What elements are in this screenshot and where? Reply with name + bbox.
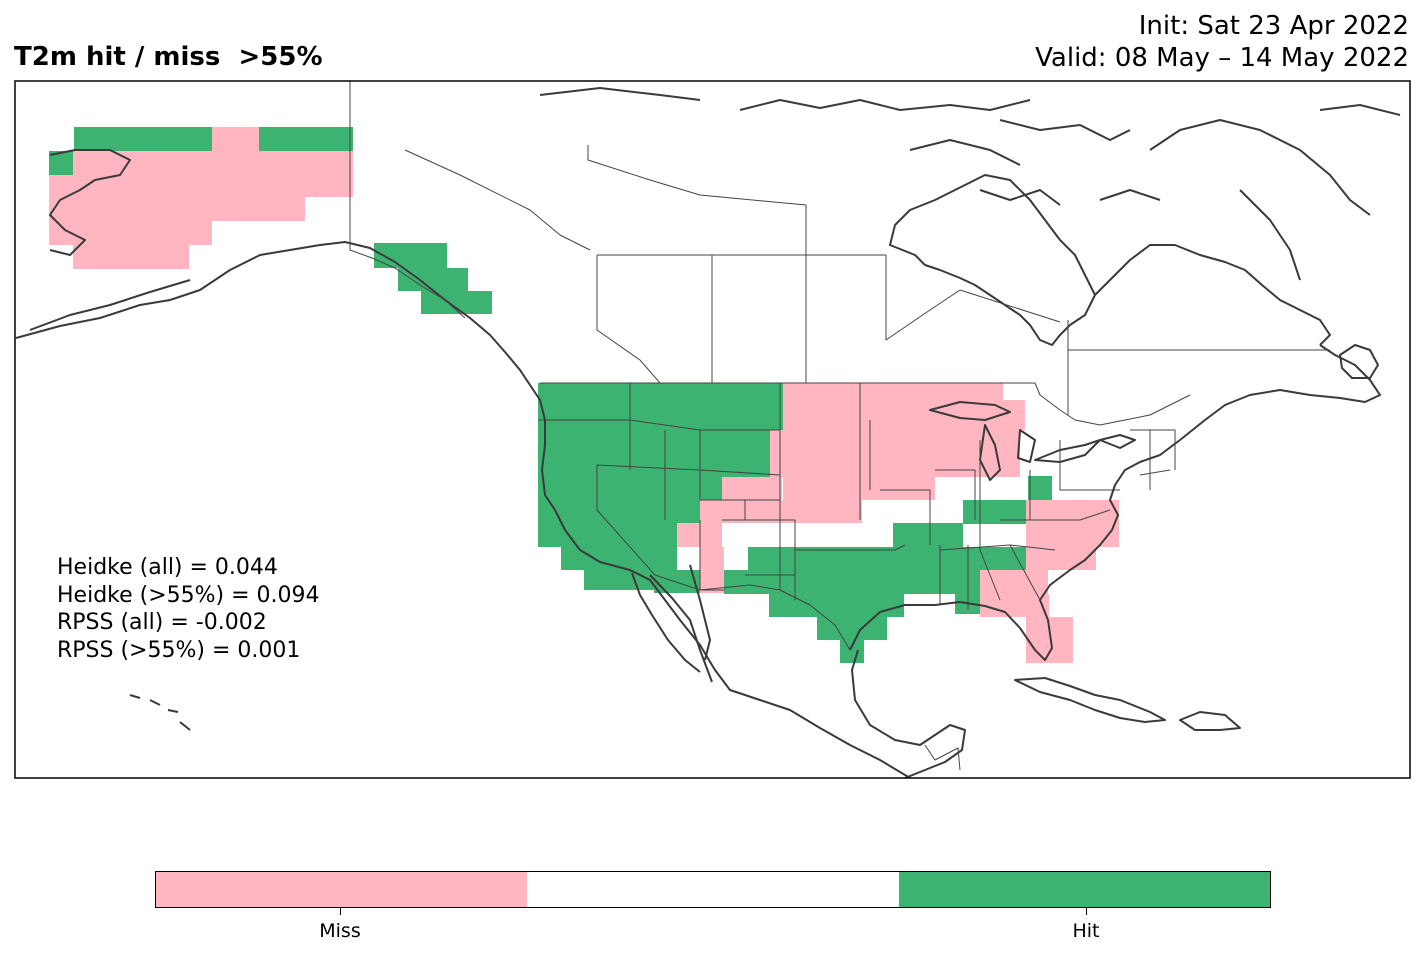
colorbar <box>155 871 1271 908</box>
miss-cell <box>73 245 189 269</box>
arctic-islands <box>539 87 1401 281</box>
hit-cell <box>398 268 468 291</box>
hit-cell <box>817 617 887 640</box>
heidke-all: Heidke (all) = 0.044 <box>57 555 278 580</box>
miss-cell <box>49 221 212 245</box>
colorbar-neutral-segment <box>527 872 899 907</box>
central-america <box>924 744 961 771</box>
hit-cell <box>561 547 677 570</box>
gulf-coast <box>849 344 1381 661</box>
miss-cell <box>49 175 353 197</box>
cuba <box>1014 677 1166 723</box>
heidke-55: Heidke (>55%) = 0.094 <box>57 582 320 608</box>
hit-cell <box>840 640 864 663</box>
hit-cell <box>74 127 212 152</box>
hit-cell <box>769 593 904 617</box>
alaska-west <box>49 149 131 256</box>
map-title: T2m hit / miss >55% <box>14 42 323 72</box>
hit-tick <box>1086 908 1087 915</box>
mexico-coast <box>649 564 966 778</box>
miss-cell <box>770 430 1020 477</box>
newfoundland <box>1339 344 1379 379</box>
hudson-bay <box>889 174 1096 346</box>
hit-cell <box>654 570 701 593</box>
aleutians <box>29 279 191 331</box>
hit-cell <box>724 570 748 594</box>
miss-cell <box>747 500 862 523</box>
alaska-canada-border <box>349 81 466 319</box>
us-state-lines <box>538 383 1176 610</box>
rpss-all: RPSS (all) = -0.002 <box>57 610 267 635</box>
mainland-coastline <box>15 241 911 778</box>
hit-cell <box>259 127 353 152</box>
miss-tick <box>340 908 341 915</box>
hispaniola <box>1179 711 1241 731</box>
skill-scores: Heidke (all) = 0.044 Heidke (>55%) = 0.0… <box>57 554 320 664</box>
forecast-map <box>14 80 1411 779</box>
miss-cell <box>783 477 935 500</box>
labrador-coast <box>1094 244 1331 346</box>
hit-label: Hit <box>1072 920 1100 942</box>
miss-label: Miss <box>319 920 361 942</box>
init-date: Init: Sat 23 Apr 2022 <box>1138 11 1409 41</box>
mexico-border <box>654 574 851 651</box>
colorbar-hit-segment <box>898 872 1270 907</box>
hawaii <box>129 694 191 731</box>
hit-cell <box>748 547 908 594</box>
colorbar-miss-segment <box>156 872 528 907</box>
hit-cell <box>584 570 654 590</box>
rpss-55: RPSS (>55%) = 0.001 <box>57 637 301 663</box>
map-frame <box>14 80 1411 779</box>
valid-date: Valid: 08 May – 14 May 2022 <box>1035 43 1409 73</box>
miss-cell <box>73 151 353 175</box>
hit-cell <box>538 383 783 430</box>
coastlines <box>15 87 1401 778</box>
political-borders <box>349 81 1330 771</box>
miss-cell <box>49 197 305 221</box>
miss-cell <box>722 477 782 500</box>
us-canada-border <box>540 382 1191 426</box>
date-info: Init: Sat 23 Apr 2022 Valid: 08 May – 14… <box>1035 10 1409 74</box>
miss-cell <box>700 547 724 593</box>
canada-provinces <box>404 145 1330 415</box>
hit-miss-grid <box>49 127 1119 663</box>
great-lakes <box>929 401 1136 481</box>
baja <box>631 572 701 673</box>
miss-cell <box>212 127 259 152</box>
hit-cell <box>538 500 700 547</box>
miss-cell <box>1003 594 1049 617</box>
miss-cell <box>700 500 747 523</box>
